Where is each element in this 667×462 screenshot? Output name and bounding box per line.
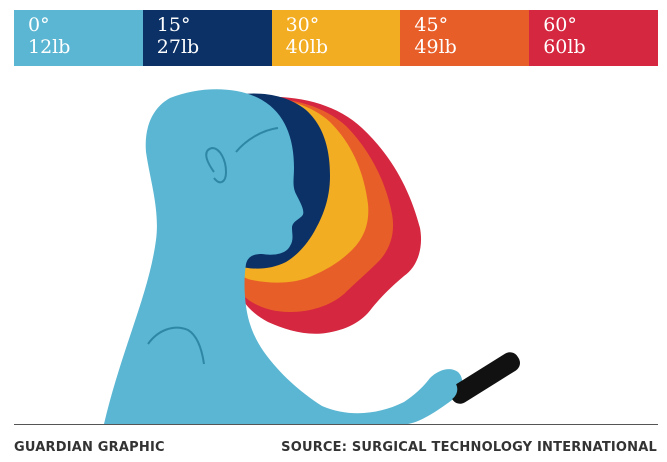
legend-angle: 15°: [156, 14, 191, 36]
legend-angle: 0°: [28, 14, 50, 36]
arm-outline: [147, 326, 205, 365]
legend-weight: 60lb: [543, 36, 586, 58]
legend-item-0: 0° 12lb: [14, 10, 143, 66]
legend-item-45: 45° 49lb: [400, 10, 530, 66]
thumb-shape: [435, 380, 458, 403]
footer-divider: [14, 424, 658, 425]
person-silhouette-0deg: [104, 89, 463, 424]
legend-item-60: 60° 60lb: [529, 10, 658, 66]
legend-weight: 12lb: [28, 36, 71, 58]
smartphone-icon: [450, 352, 520, 404]
legend-weight: 27lb: [156, 36, 200, 58]
legend-angle: 30°: [285, 14, 320, 36]
angle-weight-legend: 0° 12lb 15° 27lb 30° 40lb 45° 49lb 60° 6…: [14, 10, 658, 66]
legend-weight: 40lb: [285, 36, 329, 58]
legend-angle: 60°: [543, 14, 577, 36]
legend-angle: 45°: [414, 14, 449, 36]
hairline-outline: [235, 127, 279, 153]
source-credit: SOURCE: SURGICAL TECHNOLOGY INTERNATIONA…: [281, 440, 657, 455]
legend-item-30: 30° 40lb: [271, 10, 401, 66]
ear-outline: [205, 146, 228, 184]
legend-weight: 49lb: [414, 36, 457, 58]
legend-item-15: 15° 27lb: [142, 10, 272, 66]
graphic-credit: GUARDIAN GRAPHIC: [14, 440, 165, 455]
